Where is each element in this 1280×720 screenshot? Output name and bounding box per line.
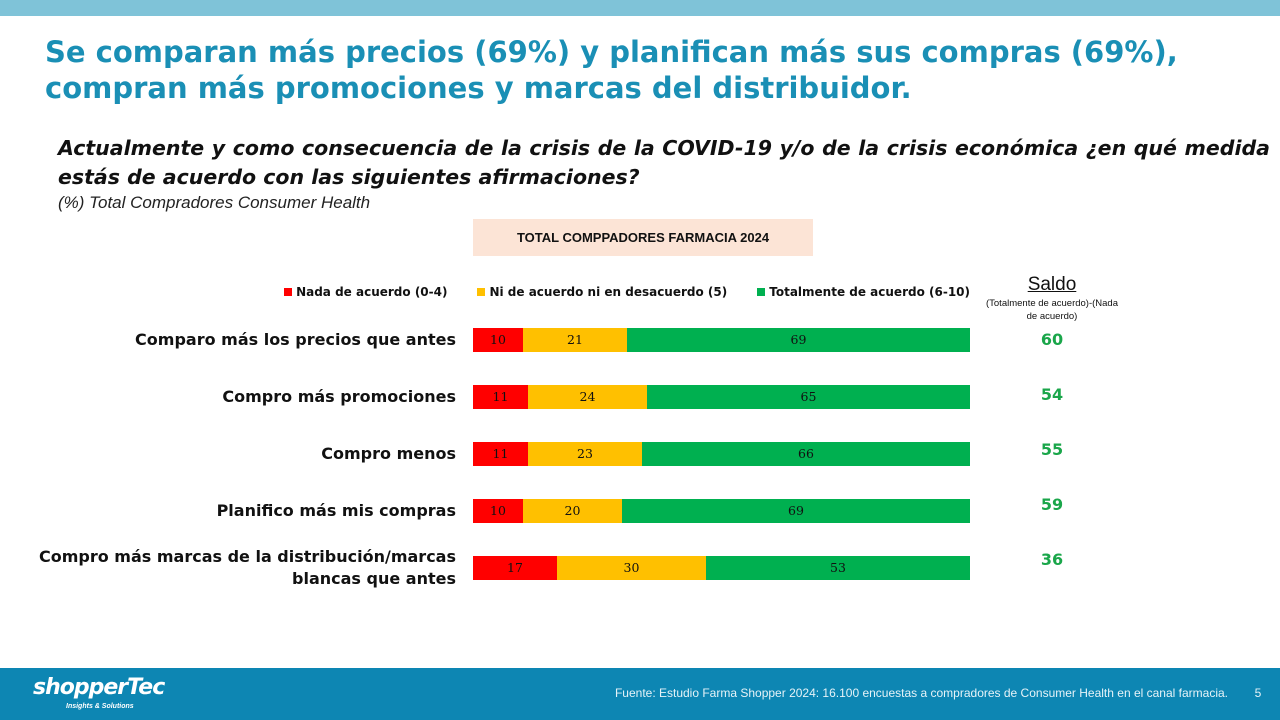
saldo-subtitle: (Totalmente de acuerdo)-(Nada de acuerdo…	[985, 298, 1118, 322]
bar-segment-3-2: 69	[622, 499, 970, 523]
legend-label-2: Totalmente de acuerdo (6-10)	[769, 285, 970, 299]
bar-row-0: 10 21 69	[473, 328, 970, 352]
bar-segment-1-2: 65	[647, 385, 970, 409]
base-note: (%) Total Compradores Consumer Health	[58, 193, 371, 212]
bar-segment-4-0: 17	[473, 556, 557, 580]
bar-row-4: 17 30 53	[473, 556, 970, 580]
source-note: Fuente: Estudio Farma Shopper 2024: 16.1…	[614, 686, 1228, 700]
chart-legend: Nada de acuerdo (0-4) Ni de acuerdo ni en…	[280, 283, 970, 301]
saldo-value-1: 54	[1040, 385, 1064, 404]
bar-segment-1-1: 24	[528, 385, 647, 409]
footer-bar	[0, 668, 1280, 720]
logo-tagline: Insights & Solutions	[66, 703, 134, 710]
saldo-value-0: 60	[1040, 330, 1064, 349]
legend-label-0: Nada de acuerdo (0-4)	[296, 285, 448, 299]
bar-segment-2-2: 66	[642, 442, 970, 466]
bar-row-1: 11 24 65	[473, 385, 970, 409]
saldo-title: Saldo	[1027, 274, 1077, 295]
saldo-value-2: 55	[1040, 440, 1064, 459]
bar-segment-4-2: 53	[706, 556, 970, 580]
bar-segment-1-0: 11	[473, 385, 528, 409]
bar-segment-4-1: 30	[557, 556, 706, 580]
category-label-4: Compro más marcas de la distribución/mar…	[38, 547, 456, 588]
legend-item-1: Ni de acuerdo ni en desacuerdo (5)	[477, 285, 727, 299]
saldo-value-3: 59	[1040, 495, 1064, 514]
legend-swatch-0	[284, 288, 293, 296]
bar-segment-0-2: 69	[627, 328, 970, 352]
category-label-0: Comparo más los precios que antes	[135, 330, 456, 349]
legend-label-1: Ni de acuerdo ni en desacuerdo (5)	[489, 285, 728, 299]
slide-title: Se comparan más precios (69%) y planific…	[45, 35, 1178, 105]
top-accent-band	[0, 0, 1280, 16]
bar-row-2: 11 23 66	[473, 442, 970, 466]
bar-segment-3-1: 20	[523, 499, 622, 523]
bar-segment-2-0: 11	[473, 442, 528, 466]
page-number: 5	[1254, 686, 1262, 700]
segment-label: TOTAL COMPPADORES FARMACIA 2024	[473, 219, 813, 256]
category-label-2: Compro menos	[321, 444, 456, 463]
legend-item-2: Totalmente de acuerdo (6-10)	[757, 285, 970, 299]
bar-segment-3-0: 10	[473, 499, 523, 523]
bar-segment-0-0: 10	[473, 328, 523, 352]
shoppertec-logo: shopperTec	[33, 675, 165, 700]
bar-segment-2-1: 23	[528, 442, 642, 466]
bar-segment-0-1: 21	[523, 328, 627, 352]
category-label-1: Compro más promociones	[222, 387, 456, 406]
survey-question: Actualmente y como consecuencia de la cr…	[58, 136, 1270, 189]
legend-item-0: Nada de acuerdo (0-4)	[284, 285, 447, 299]
bar-row-3: 10 20 69	[473, 499, 970, 523]
category-label-3: Planifico más mis compras	[216, 501, 456, 520]
legend-swatch-2	[757, 288, 766, 296]
saldo-value-4: 36	[1040, 550, 1064, 569]
legend-swatch-1	[477, 288, 486, 296]
